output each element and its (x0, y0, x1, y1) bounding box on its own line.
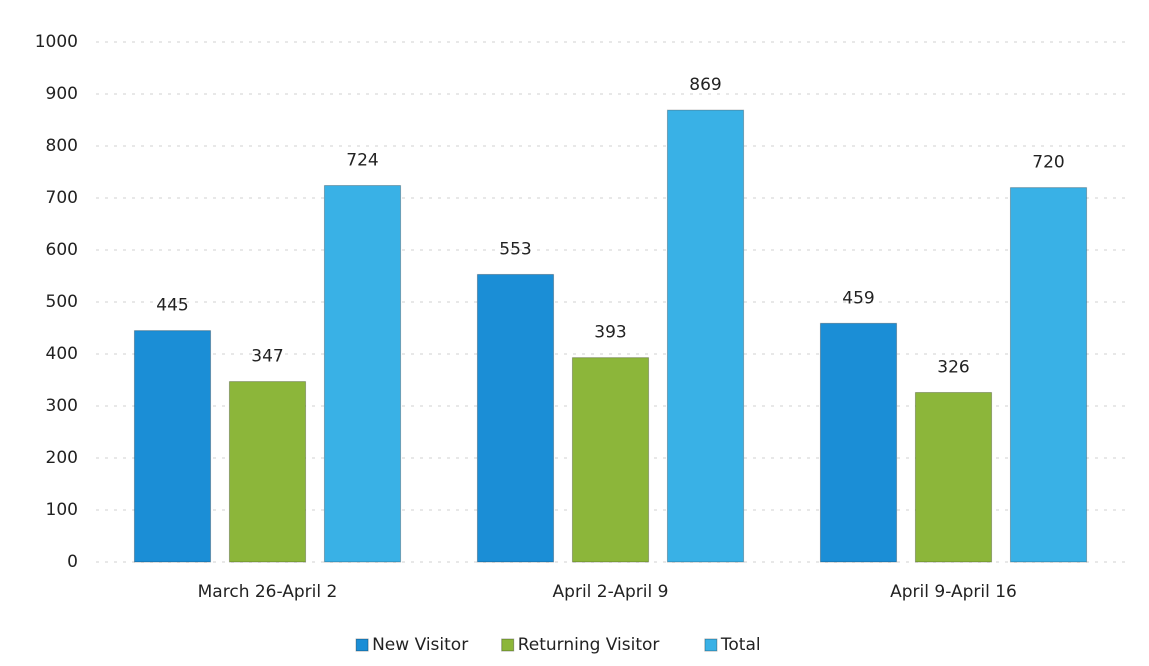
data-label: 393 (594, 323, 626, 343)
data-label: 347 (251, 347, 283, 367)
y-tick-label: 400 (46, 344, 78, 364)
bar (666, 109, 745, 563)
data-label: 724 (346, 151, 378, 171)
bar (476, 273, 555, 563)
bar (914, 391, 993, 563)
y-tick-label: 800 (46, 136, 78, 156)
bar (1009, 187, 1088, 563)
data-label: 553 (499, 239, 531, 259)
legend-label: Total (720, 635, 761, 655)
y-tick-label: 100 (46, 500, 78, 520)
bar (228, 381, 307, 563)
data-label: 720 (1032, 153, 1064, 173)
x-tick-label: April 2-April 9 (553, 582, 669, 602)
bar (571, 357, 650, 563)
data-label: 445 (156, 296, 188, 316)
data-label: 459 (842, 288, 874, 308)
x-tick-label: March 26-April 2 (198, 582, 338, 602)
legend-swatch (355, 638, 369, 652)
legend-label: Returning Visitor (518, 635, 660, 655)
legend-swatch (501, 638, 515, 652)
y-tick-label: 900 (46, 84, 78, 104)
y-tick-label: 1000 (35, 32, 78, 52)
legend-label: New Visitor (372, 635, 468, 655)
data-label: 869 (689, 75, 721, 95)
legend-swatch (704, 638, 718, 652)
y-tick-label: 300 (46, 396, 78, 416)
x-tick-label: April 9-April 16 (890, 582, 1017, 602)
y-tick-label: 200 (46, 448, 78, 468)
data-label: 326 (937, 357, 969, 377)
bar (133, 330, 212, 563)
y-tick-label: 500 (46, 292, 78, 312)
y-tick-label: 600 (46, 240, 78, 260)
y-tick-label: 0 (67, 552, 78, 572)
bar (323, 185, 402, 563)
y-tick-label: 700 (46, 188, 78, 208)
bar (819, 322, 898, 563)
